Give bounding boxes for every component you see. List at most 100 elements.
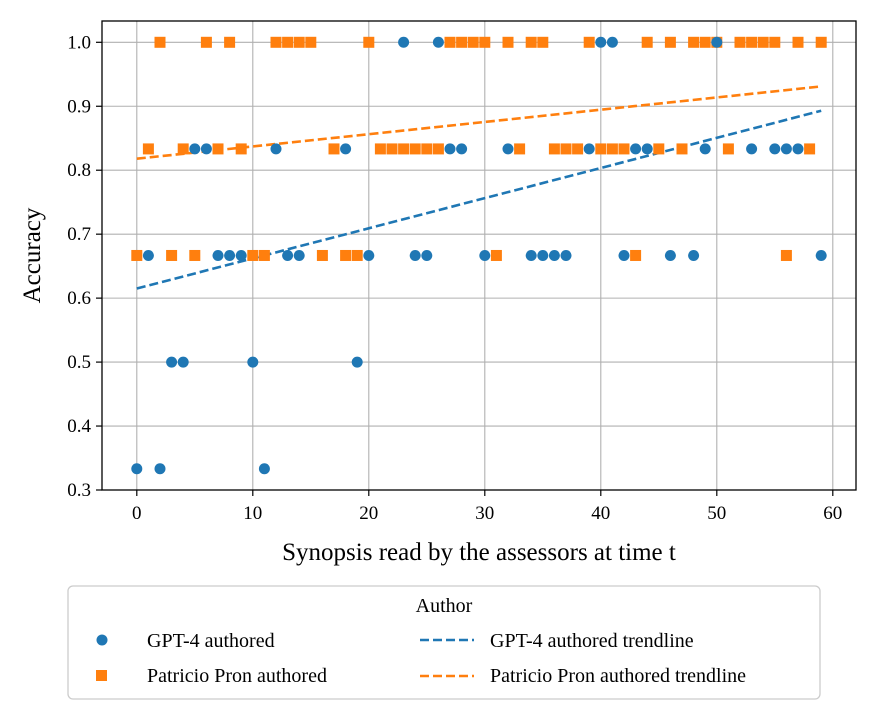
pron-point <box>293 36 305 48</box>
pron-point <box>537 36 549 48</box>
gpt4-point <box>166 356 178 368</box>
y-tick-label: 0.7 <box>67 224 91 245</box>
pron-point <box>374 143 386 155</box>
legend-gpt4-label: GPT-4 authored <box>147 630 275 652</box>
y-tick-label: 0.3 <box>67 480 91 501</box>
gpt4-point <box>235 249 247 261</box>
gpt4-point <box>479 249 491 261</box>
pron-point <box>606 143 618 155</box>
y-tick-label: 1.0 <box>67 32 91 53</box>
legend-pron-label: Patricio Pron authored <box>147 665 327 687</box>
pron-point <box>699 36 711 48</box>
pron-point <box>804 143 816 155</box>
x-tick-label: 50 <box>707 503 726 524</box>
gpt4-point <box>664 249 676 261</box>
pron-point <box>676 143 688 155</box>
pron-point <box>131 249 143 261</box>
gpt4-point <box>525 249 537 261</box>
gpt4-point <box>270 143 282 155</box>
pron-point <box>224 36 236 48</box>
x-tick-label: 10 <box>243 503 262 524</box>
gpt4-point <box>432 36 444 48</box>
gpt4-point <box>142 249 154 261</box>
pron-point <box>641 36 653 48</box>
gpt4-point <box>212 249 224 261</box>
plot-frame <box>101 20 857 491</box>
pron-point <box>456 36 468 48</box>
pron-point <box>688 36 700 48</box>
legend-title: Author <box>416 595 473 617</box>
legend-box <box>67 585 821 700</box>
pron-point <box>305 36 317 48</box>
pron-point <box>189 249 201 261</box>
gpt4-point <box>746 143 758 155</box>
gpt4-trendline <box>136 109 822 290</box>
pron-point <box>502 36 514 48</box>
pron-point <box>444 36 456 48</box>
legend: Author GPT-4 authored Patricio Pron auth… <box>67 585 821 700</box>
pron-point <box>780 249 792 261</box>
legend-pron-marker <box>96 670 107 681</box>
pron-point <box>247 249 259 261</box>
gpt4-point <box>618 249 630 261</box>
gpt4-point <box>421 249 433 261</box>
pron-trendline <box>136 85 822 160</box>
pron-point <box>630 249 642 261</box>
legend-gpt4-trendline-label: GPT-4 authored trendline <box>490 630 694 652</box>
y-tick-label: 0.9 <box>67 96 91 117</box>
pron-point <box>398 143 410 155</box>
pron-point <box>154 36 166 48</box>
legend-pron-trendline-label: Patricio Pron authored trendline <box>490 665 746 687</box>
gpt4-point <box>688 249 700 261</box>
y-tick-label: 0.6 <box>67 288 91 309</box>
gpt4-point <box>641 143 653 155</box>
pron-point <box>722 143 734 155</box>
gpt4-point <box>502 143 514 155</box>
pron-point <box>432 143 444 155</box>
gpt4-point <box>282 249 294 261</box>
gpt4-point <box>560 249 572 261</box>
pron-point <box>235 143 247 155</box>
gpt4-point <box>699 143 711 155</box>
pron-point <box>490 249 502 261</box>
y-tick-label: 0.4 <box>67 416 91 437</box>
gpt4-point <box>340 143 352 155</box>
gpt4-point <box>363 249 375 261</box>
gpt4-point <box>780 143 792 155</box>
pron-point <box>664 36 676 48</box>
gpt4-point <box>792 143 804 155</box>
pron-point <box>328 143 340 155</box>
x-tick-label: 0 <box>132 503 142 524</box>
gpt4-point <box>293 249 305 261</box>
pron-point <box>653 143 665 155</box>
gpt4-point <box>189 143 201 155</box>
x-tick-label: 40 <box>591 503 610 524</box>
gpt4-point <box>398 36 410 48</box>
gpt4-point <box>630 143 642 155</box>
y-tick-label: 0.5 <box>67 352 91 373</box>
gpt4-point <box>606 36 618 48</box>
axis-ticks: 0 10 20 30 40 50 60 0.3 0.4 0.5 0.6 0.7 0.8 0.9 1.0 <box>67 32 842 524</box>
pron-point <box>166 249 178 261</box>
data-points <box>131 36 827 475</box>
gpt4-point <box>595 36 607 48</box>
pron-point <box>351 249 363 261</box>
pron-point <box>525 36 537 48</box>
pron-point <box>746 36 758 48</box>
gpt4-point <box>351 356 363 368</box>
gpt4-point <box>258 463 270 475</box>
gpt4-point <box>131 463 143 475</box>
gpt4-point <box>200 143 212 155</box>
pron-point <box>734 36 746 48</box>
pron-point <box>572 143 584 155</box>
pron-point <box>548 143 560 155</box>
pron-point <box>316 249 328 261</box>
pron-point <box>177 143 189 155</box>
gpt4-point <box>537 249 549 261</box>
x-tick-label: 20 <box>359 503 378 524</box>
gpt4-point <box>224 249 236 261</box>
gpt4-point <box>815 249 827 261</box>
pron-point <box>409 143 421 155</box>
pron-point <box>792 36 804 48</box>
